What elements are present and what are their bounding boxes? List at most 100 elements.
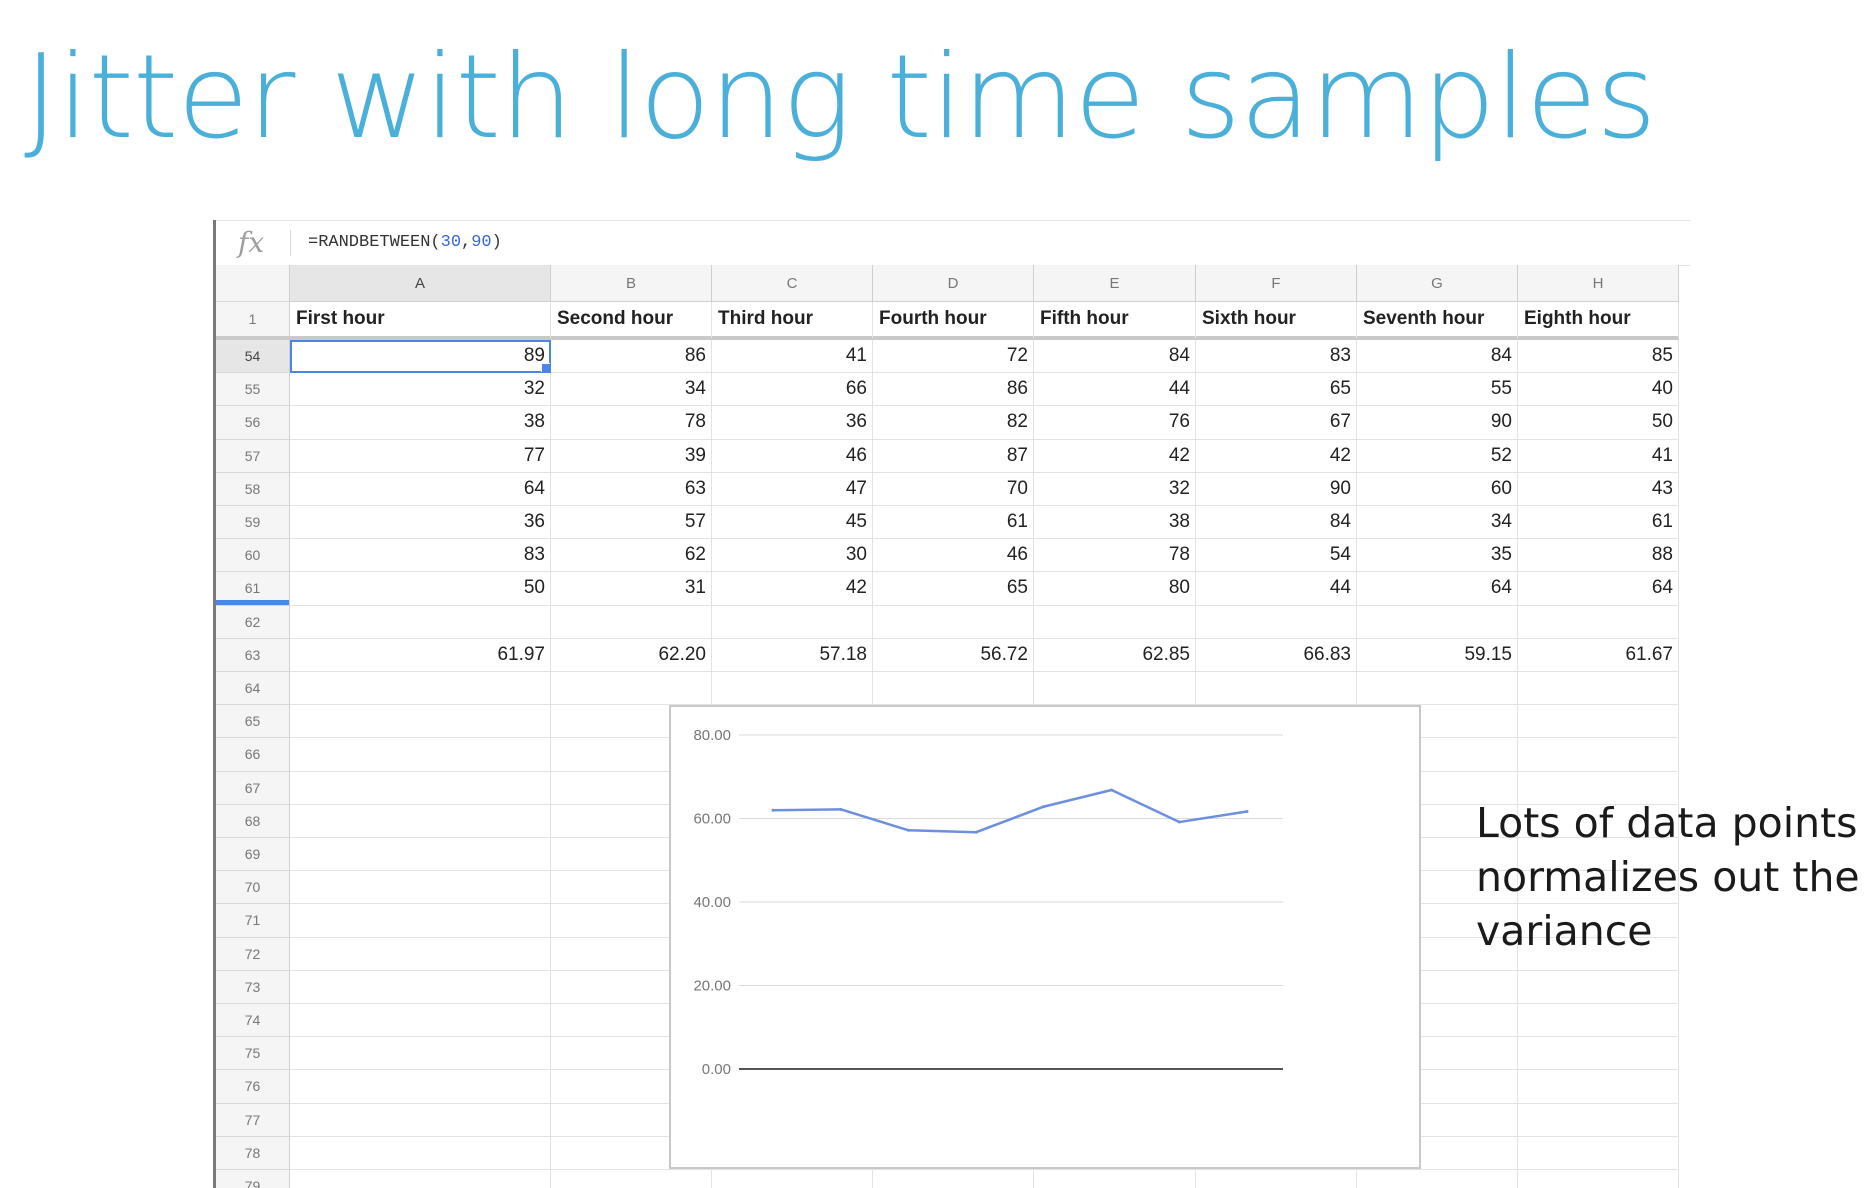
cell[interactable] (1518, 1136, 1679, 1170)
cell[interactable] (1518, 937, 1679, 971)
cell[interactable]: 61 (873, 506, 1034, 540)
cell[interactable]: 87 (873, 439, 1034, 473)
cell[interactable]: 46 (873, 539, 1034, 573)
cell[interactable]: 84 (1196, 506, 1357, 540)
row-header[interactable]: 69 (216, 838, 290, 872)
row-header[interactable]: 1 (216, 302, 290, 340)
cell[interactable]: 59.15 (1357, 638, 1518, 672)
cell[interactable] (1357, 871, 1518, 905)
cell[interactable]: 56.72 (873, 638, 1034, 672)
cell[interactable]: 62.20 (551, 638, 712, 672)
cell[interactable] (1518, 738, 1679, 772)
cell[interactable]: 63 (551, 472, 712, 506)
cell[interactable]: 40 (1518, 373, 1679, 407)
header-cell[interactable]: Fourth hour (873, 302, 1034, 340)
cell[interactable]: 52 (1357, 439, 1518, 473)
cell[interactable]: 42 (712, 572, 873, 606)
cell[interactable] (1518, 705, 1679, 739)
cell[interactable]: 32 (1034, 472, 1196, 506)
cell[interactable] (873, 1170, 1034, 1188)
cell[interactable] (1357, 738, 1518, 772)
cell[interactable]: 31 (551, 572, 712, 606)
cell[interactable]: 88 (1518, 539, 1679, 573)
cell[interactable] (290, 1170, 551, 1188)
cell[interactable]: 57 (551, 506, 712, 540)
row-header[interactable]: 64 (216, 672, 290, 706)
cell[interactable]: 86 (873, 373, 1034, 407)
header-cell[interactable]: Sixth hour (1196, 302, 1357, 340)
cell[interactable]: 78 (1034, 539, 1196, 573)
cell[interactable]: 42 (1196, 439, 1357, 473)
cell[interactable]: 76 (1034, 406, 1196, 440)
cell[interactable]: 85 (1518, 340, 1679, 374)
cell[interactable] (290, 1037, 551, 1071)
row-header[interactable]: 55 (216, 373, 290, 407)
cell[interactable]: 90 (1196, 472, 1357, 506)
select-all-corner[interactable] (216, 265, 290, 302)
cell[interactable] (1357, 1103, 1518, 1137)
formula-text[interactable]: =RANDBETWEEN(30,90) (308, 227, 502, 259)
header-cell[interactable]: Second hour (551, 302, 712, 340)
cell[interactable] (1518, 1103, 1679, 1137)
cell[interactable] (1518, 605, 1679, 639)
cell[interactable]: 86 (551, 340, 712, 374)
row-header[interactable]: 70 (216, 871, 290, 905)
cell[interactable] (873, 605, 1034, 639)
cell[interactable] (1196, 672, 1357, 706)
row-header[interactable]: 71 (216, 904, 290, 938)
row-header[interactable]: 65 (216, 705, 290, 739)
column-header[interactable]: D (873, 265, 1034, 302)
row-header[interactable]: 56 (216, 406, 290, 440)
cell[interactable] (712, 672, 873, 706)
cell[interactable]: 66 (712, 373, 873, 407)
cell[interactable] (1518, 1070, 1679, 1104)
row-header[interactable]: 75 (216, 1037, 290, 1071)
cell[interactable] (873, 672, 1034, 706)
cell[interactable]: 60 (1357, 472, 1518, 506)
cell[interactable] (1034, 1170, 1196, 1188)
column-header[interactable]: C (712, 265, 873, 302)
column-header[interactable]: B (551, 265, 712, 302)
cell[interactable] (290, 871, 551, 905)
row-header[interactable]: 61 (216, 572, 290, 606)
cell[interactable] (1357, 937, 1518, 971)
cell[interactable]: 72 (873, 340, 1034, 374)
row-header[interactable]: 58 (216, 472, 290, 506)
cell[interactable]: 35 (1357, 539, 1518, 573)
cell[interactable]: 36 (712, 406, 873, 440)
cell[interactable] (290, 904, 551, 938)
cell[interactable] (1034, 605, 1196, 639)
cell[interactable]: 66.83 (1196, 638, 1357, 672)
cell[interactable]: 89 (290, 340, 551, 374)
row-header[interactable]: 63 (216, 638, 290, 672)
cell[interactable]: 30 (712, 539, 873, 573)
cell[interactable]: 50 (1518, 406, 1679, 440)
cell[interactable] (290, 605, 551, 639)
cell[interactable] (1357, 1004, 1518, 1038)
cell[interactable]: 67 (1196, 406, 1357, 440)
cell[interactable]: 43 (1518, 472, 1679, 506)
cell[interactable]: 44 (1196, 572, 1357, 606)
cell[interactable]: 84 (1357, 340, 1518, 374)
cell[interactable]: 41 (1518, 439, 1679, 473)
cell[interactable] (1518, 1004, 1679, 1038)
cell[interactable] (290, 672, 551, 706)
cell[interactable]: 34 (551, 373, 712, 407)
row-header[interactable]: 54 (216, 340, 290, 374)
cell[interactable] (290, 1070, 551, 1104)
row-header[interactable]: 57 (216, 439, 290, 473)
cell[interactable]: 61.97 (290, 638, 551, 672)
cell[interactable] (1357, 804, 1518, 838)
cell[interactable]: 80 (1034, 572, 1196, 606)
cell[interactable] (1357, 605, 1518, 639)
row-header[interactable]: 78 (216, 1136, 290, 1170)
row-header[interactable]: 66 (216, 738, 290, 772)
cell[interactable] (1518, 1037, 1679, 1071)
cell[interactable] (1357, 1070, 1518, 1104)
cell[interactable] (290, 838, 551, 872)
cell[interactable]: 62 (551, 539, 712, 573)
cell[interactable]: 55 (1357, 373, 1518, 407)
cell[interactable]: 90 (1357, 406, 1518, 440)
column-header[interactable]: E (1034, 265, 1196, 302)
row-header[interactable]: 67 (216, 771, 290, 805)
